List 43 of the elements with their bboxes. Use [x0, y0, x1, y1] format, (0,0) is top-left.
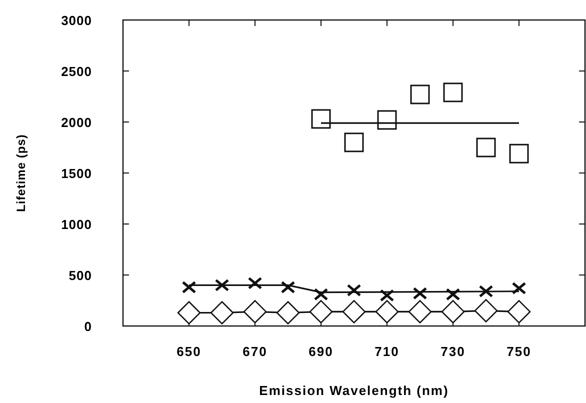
point	[410, 84, 430, 104]
point	[446, 288, 460, 301]
y-tick-label: 0	[84, 319, 92, 334]
point	[311, 109, 331, 129]
point	[509, 144, 529, 164]
point	[512, 282, 526, 295]
point	[346, 284, 362, 297]
y-tick-label: 2000	[61, 115, 92, 130]
point	[276, 301, 300, 324]
point	[248, 276, 262, 290]
point	[380, 289, 394, 302]
point	[412, 287, 428, 300]
point	[441, 300, 465, 324]
x-tick-label: 730	[440, 344, 466, 359]
point	[507, 300, 531, 324]
point	[408, 300, 432, 324]
point	[375, 300, 399, 324]
point	[342, 300, 366, 324]
point	[478, 285, 494, 298]
x-tick-label: 710	[374, 344, 400, 359]
point	[243, 300, 267, 324]
point	[280, 280, 296, 294]
point	[344, 132, 364, 152]
point	[476, 138, 496, 158]
point	[182, 280, 196, 294]
x-tick-label: 690	[308, 344, 334, 359]
y-tick-label: 500	[68, 268, 92, 283]
y-tick-label: 1500	[61, 166, 92, 181]
point	[309, 300, 333, 324]
y-tick-label: 3000	[61, 13, 92, 28]
point	[474, 299, 498, 322]
y-tick-label: 1000	[61, 217, 92, 232]
x-tick-label: 750	[506, 344, 532, 359]
x-tick-label: 670	[242, 344, 268, 359]
x-axis-title: Emission Wavelength (nm)	[259, 383, 449, 398]
point	[210, 301, 234, 324]
point	[314, 288, 328, 301]
point	[177, 301, 201, 324]
y-axis-title: Lifetime (ps)	[14, 134, 28, 212]
x-tick-label: 650	[176, 344, 202, 359]
point	[443, 82, 463, 102]
point	[214, 278, 230, 292]
y-tick-label: 2500	[61, 64, 92, 79]
